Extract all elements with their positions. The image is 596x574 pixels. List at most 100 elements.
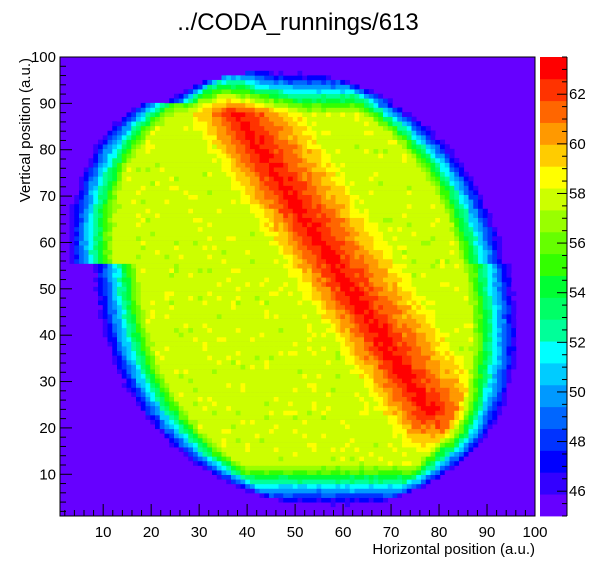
heatmap-cell <box>145 286 151 292</box>
heatmap-cell <box>307 309 313 315</box>
heatmap-cell <box>250 474 256 480</box>
heatmap-cell <box>378 346 384 352</box>
heatmap-cell <box>468 442 474 448</box>
heatmap-cell <box>117 254 123 260</box>
heatmap-cell <box>245 465 251 471</box>
heatmap-cell <box>264 318 270 324</box>
heatmap-cell <box>193 281 199 287</box>
heatmap-cell <box>307 272 313 278</box>
heatmap-cell <box>335 355 341 361</box>
heatmap-cell <box>193 291 199 296</box>
heatmap-cell <box>302 304 308 310</box>
heatmap-cell <box>131 314 137 319</box>
heatmap-cell <box>136 369 142 375</box>
heatmap-cell <box>292 396 298 402</box>
heatmap-cell <box>440 277 446 283</box>
heatmap-cell <box>482 336 488 342</box>
heatmap-cell <box>406 483 412 489</box>
heatmap-cell <box>345 369 351 375</box>
heatmap-cell <box>283 318 289 324</box>
heatmap-cell <box>269 474 275 480</box>
heatmap-cell <box>273 272 279 278</box>
heatmap-cell <box>406 424 412 430</box>
heatmap-cell <box>383 373 389 379</box>
heatmap-cell <box>406 268 412 274</box>
heatmap-cell <box>430 401 436 407</box>
heatmap-cell <box>373 373 379 379</box>
heatmap-cell <box>392 437 398 443</box>
heatmap-cell <box>321 392 327 397</box>
heatmap-cell <box>240 479 246 485</box>
heatmap-cell <box>188 332 194 338</box>
heatmap-cell <box>121 336 127 342</box>
heatmap-cell <box>169 245 175 251</box>
heatmap-cell <box>364 295 370 301</box>
heatmap-cell <box>482 323 488 329</box>
heatmap-cell <box>511 318 517 324</box>
heatmap-cell <box>178 332 184 338</box>
heatmap-cell <box>221 387 227 393</box>
heatmap-cell <box>478 277 484 283</box>
heatmap-cell <box>79 240 85 246</box>
heatmap-cell <box>330 272 336 278</box>
heatmap-cell <box>131 336 137 342</box>
heatmap-cell <box>164 236 170 241</box>
heatmap-cell <box>297 236 303 241</box>
heatmap-cell <box>463 213 469 218</box>
heatmap-cell <box>440 272 446 278</box>
heatmap-cell <box>121 281 127 287</box>
heatmap-cell <box>292 309 298 315</box>
heatmap-cell <box>421 286 427 292</box>
heatmap-cell <box>311 373 317 379</box>
heatmap-cell <box>487 236 493 241</box>
heatmap-cell <box>454 415 460 420</box>
heatmap-cell <box>188 451 194 457</box>
heatmap-cell <box>425 428 431 434</box>
heatmap-cell <box>121 350 127 356</box>
heatmap-cell <box>178 437 184 443</box>
heatmap-cell <box>245 433 251 439</box>
heatmap-cell <box>416 263 422 269</box>
heatmap-cell <box>178 291 184 296</box>
heatmap-cell <box>250 277 256 283</box>
heatmap-cell <box>468 217 474 223</box>
heatmap-cell <box>444 401 450 407</box>
heatmap-cell <box>421 208 427 214</box>
heatmap-cell <box>226 401 232 407</box>
heatmap-cell <box>487 286 493 292</box>
heatmap-cell <box>250 465 256 471</box>
heatmap-cell <box>245 341 251 347</box>
heatmap-cell <box>392 236 398 241</box>
heatmap-cell <box>430 364 436 370</box>
heatmap-cell <box>112 245 118 251</box>
heatmap-cell <box>240 336 246 342</box>
heatmap-cell <box>492 373 498 379</box>
heatmap-cell <box>311 327 317 333</box>
heatmap-cell <box>497 373 503 379</box>
heatmap-cell <box>473 373 479 379</box>
heatmap-cell <box>501 346 507 352</box>
heatmap-cell <box>349 378 355 384</box>
heatmap-cell <box>245 350 251 356</box>
heatmap-cell <box>387 291 393 296</box>
heatmap-cell <box>107 336 113 342</box>
heatmap-cell <box>411 300 417 306</box>
heatmap-cell <box>178 369 184 375</box>
heatmap-cell <box>406 415 412 420</box>
heatmap-cell <box>335 208 341 214</box>
heatmap-cell <box>364 369 370 375</box>
heatmap-cell <box>449 286 455 292</box>
heatmap-cell <box>117 213 123 218</box>
heatmap-cell <box>240 428 246 434</box>
heatmap-cell <box>454 263 460 269</box>
heatmap-cell <box>378 437 384 443</box>
heatmap-cell <box>235 226 241 232</box>
heatmap-cell <box>311 254 317 260</box>
heatmap-cell <box>69 226 75 232</box>
heatmap-cell <box>269 341 275 347</box>
heatmap-cell <box>297 336 303 342</box>
heatmap-cell <box>425 479 431 485</box>
heatmap-cell <box>463 236 469 241</box>
heatmap-cell <box>430 415 436 420</box>
heatmap-cell <box>482 396 488 402</box>
